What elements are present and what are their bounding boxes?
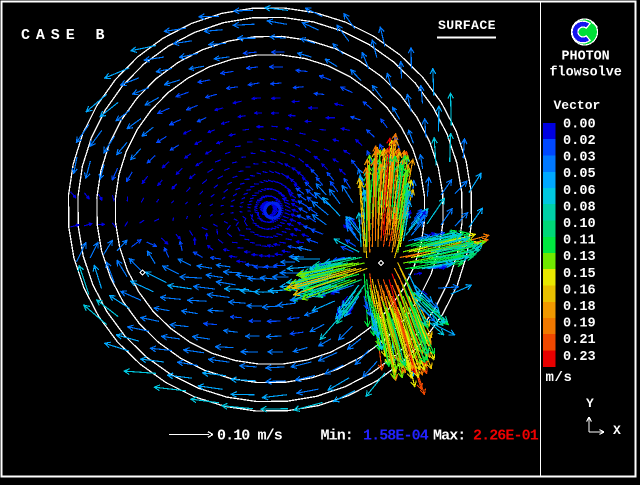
svg-text:CASE B: CASE B (21, 27, 110, 44)
svg-text:0.13: 0.13 (563, 250, 596, 265)
svg-text:2.26E-01: 2.26E-01 (473, 428, 539, 445)
svg-text:Y: Y (586, 396, 594, 411)
svg-text:X: X (613, 423, 621, 438)
svg-text:Max:: Max: (433, 428, 465, 445)
svg-text:0.10: 0.10 (563, 217, 596, 232)
svg-text:0.18: 0.18 (563, 300, 596, 315)
svg-text:0.00: 0.00 (563, 117, 596, 132)
svg-text:0.23: 0.23 (563, 350, 596, 365)
svg-text:0.05: 0.05 (563, 167, 596, 182)
svg-text:0.16: 0.16 (563, 283, 596, 298)
svg-text:0.06: 0.06 (563, 184, 596, 199)
svg-text:PHOTON: PHOTON (562, 50, 610, 65)
svg-text:0.21: 0.21 (563, 333, 596, 348)
svg-text:Vector: Vector (554, 98, 601, 113)
svg-text:0.08: 0.08 (563, 200, 596, 215)
svg-text:0.03: 0.03 (563, 151, 596, 166)
svg-text:SURFACE: SURFACE (438, 18, 496, 33)
svg-text:0.02: 0.02 (563, 134, 596, 149)
svg-text:0.10 m/s: 0.10 m/s (217, 428, 283, 445)
svg-text:1.58E-04: 1.58E-04 (363, 428, 429, 445)
svg-text:m/s: m/s (546, 370, 573, 386)
svg-text:Min:: Min: (321, 428, 353, 445)
svg-text:0.15: 0.15 (563, 267, 596, 282)
svg-text:0.11: 0.11 (563, 234, 596, 249)
svg-text:flowsolve: flowsolve (550, 66, 622, 81)
svg-text:0.19: 0.19 (563, 317, 596, 332)
